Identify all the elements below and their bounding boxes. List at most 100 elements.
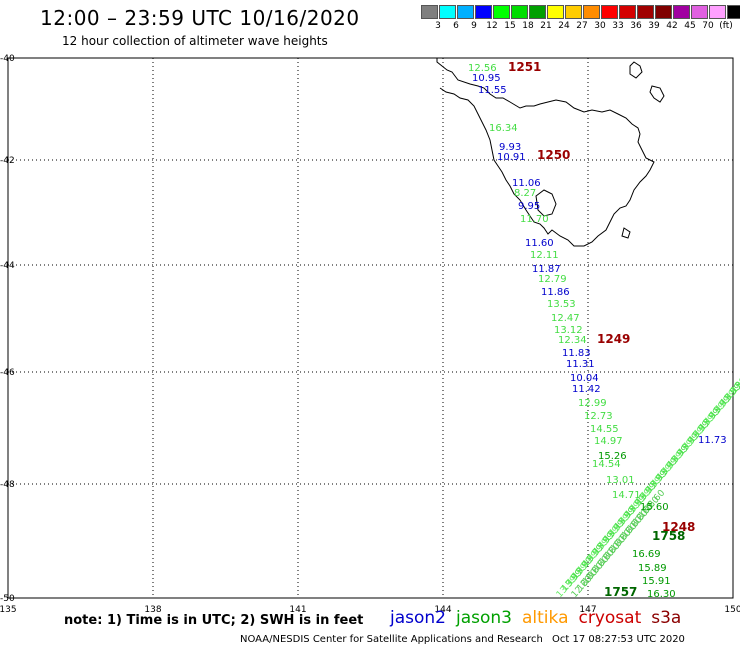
cryosat-track-label: 1249 [597, 332, 630, 346]
jason2-swh-label: 10.04 [570, 373, 599, 384]
color-scale-label: 18 [522, 21, 534, 31]
legend-jason2: jason2 [390, 608, 446, 628]
jason3-swh-label: 12.47 [551, 313, 580, 324]
jason3-swh-label-dark: 16.30 [647, 589, 676, 600]
satellite-legend: jason2 jason3 altika cryosat s3a [390, 608, 691, 628]
jason2-swh-label: 11.73 [698, 435, 727, 446]
color-scale-label: 30 [594, 21, 606, 31]
units-note: note: 1) Time is in UTC; 2) SWH is in fe… [64, 613, 364, 628]
lake-outline [535, 189, 557, 217]
color-swatch [709, 5, 726, 19]
color-swatch [583, 5, 600, 19]
page-title: 12:00 – 23:59 UTC 10/16/2020 [40, 6, 360, 30]
color-swatch [727, 5, 740, 19]
island-coastline-east [621, 227, 631, 239]
map-grid: 135 138 141 144 147 150 -40 -42 -44 -46 -48 -50 [0, 54, 740, 615]
page-subtitle: 12 hour collection of altimeter wave hei… [62, 34, 328, 48]
color-scale-label: 39 [648, 21, 660, 31]
jason2-swh-label: 9.95 [518, 201, 540, 212]
jason3-swh-label-dark: 15.26 [598, 451, 627, 462]
longitude-label: 141 [289, 605, 306, 615]
legend-altika: altika [522, 608, 569, 628]
s3a-track-label: 1758 [652, 529, 685, 543]
jason3-swh-label: 12.11 [530, 250, 559, 261]
s3a-track-label: 1757 [604, 585, 637, 599]
color-swatch [529, 5, 546, 19]
latitude-label: -48 [0, 480, 15, 490]
jason3-swh-label-dark: 15.89 [638, 563, 667, 574]
jason3-swh-label: 13.12 [554, 325, 583, 336]
jason2-swh-label: 11.31 [566, 359, 595, 370]
color-swatch [655, 5, 672, 19]
legend-s3a: s3a [651, 608, 682, 628]
color-scale-label: 70 [702, 21, 714, 31]
color-swatch [565, 5, 582, 19]
color-scale-label: 6 [453, 21, 459, 31]
jason2-swh-label: 10.91 [497, 152, 526, 163]
jason3-swh-label: 12.79 [538, 274, 567, 285]
jason3-swh-label: 12.99 [578, 398, 607, 409]
jason2-swh-label: 10.95 [472, 73, 501, 84]
island-coastline-north [629, 61, 643, 79]
jason3-swh-label: 8.27 [514, 188, 536, 199]
color-swatch [421, 5, 438, 19]
color-scale-label: (ft) [719, 21, 733, 31]
jason3-swh-label-dark: 15.60 [640, 502, 669, 513]
swath-mark: 13.99 [730, 369, 740, 395]
color-swatch [493, 5, 510, 19]
jason3-swh-label: 14.54 [592, 459, 621, 470]
cryosat-track-label: 1250 [537, 148, 570, 162]
color-scale-label: 15 [504, 21, 516, 31]
legend-cryosat: cryosat [578, 608, 642, 628]
cryosat-track-label: 1248 [662, 520, 695, 534]
color-scale-label: 36 [630, 21, 642, 31]
color-scale-label: 21 [540, 21, 552, 31]
jason3-swh-label: 12.34 [558, 335, 587, 346]
latitude-label: -40 [0, 54, 15, 64]
jason3-swh-label: 14.97 [594, 436, 623, 447]
jason3-swh-label: 14.55 [590, 424, 619, 435]
color-swatch [673, 5, 690, 19]
jason3-swh-label: 13.01 [606, 475, 635, 486]
cryosat-track-label: 1251 [508, 60, 541, 74]
jason3-swh-label: 14.71 [612, 490, 641, 501]
color-swatch [691, 5, 708, 19]
color-swatch [457, 5, 474, 19]
jason2-swh-label: 11.83 [562, 348, 591, 359]
jason3-swh-label: 12.73 [584, 411, 613, 422]
color-swatch [637, 5, 654, 19]
jason2-swh-label: 9.93 [499, 142, 521, 153]
longitude-label: 147 [579, 605, 596, 615]
jason3-swh-label: 12.56 [468, 63, 497, 74]
longitude-label: 150 [724, 605, 740, 615]
jason2-swh-label: 11.86 [541, 287, 570, 298]
color-swatch [619, 5, 636, 19]
jason3-swh-label: 13.53 [547, 299, 576, 310]
jason2-swh-label: 11.60 [525, 238, 554, 249]
color-scale-label: 3 [435, 21, 441, 31]
footer-timestamp: Oct 17 08:27:53 UTC 2020 [552, 634, 685, 645]
longitude-label: 135 [0, 605, 17, 615]
jason2-swh-label: 11.42 [572, 384, 601, 395]
jason3-swh-label: 11.70 [520, 214, 549, 225]
latitude-label: -42 [0, 156, 15, 166]
color-swatch [547, 5, 564, 19]
longitude-label: 138 [144, 605, 161, 615]
latitude-label: -46 [0, 368, 15, 378]
jason3-swh-label-dark: 15.91 [642, 576, 671, 587]
color-scale-label: 42 [666, 21, 678, 31]
jason3-swh-label-dark: 16.69 [632, 549, 661, 560]
color-scale-label: 12 [486, 21, 498, 31]
color-swatch [511, 5, 528, 19]
wave-height-color-scale [421, 5, 740, 19]
jason2-swh-label: 11.55 [478, 85, 507, 96]
longitude-label: 144 [434, 605, 451, 615]
color-scale-label: 33 [612, 21, 624, 31]
footer-credit: NOAA/NESDIS Center for Satellite Applica… [240, 634, 543, 645]
island-coastline-northeast [649, 85, 665, 103]
jason3-swh-label: 16.34 [489, 123, 518, 134]
color-swatch [475, 5, 492, 19]
